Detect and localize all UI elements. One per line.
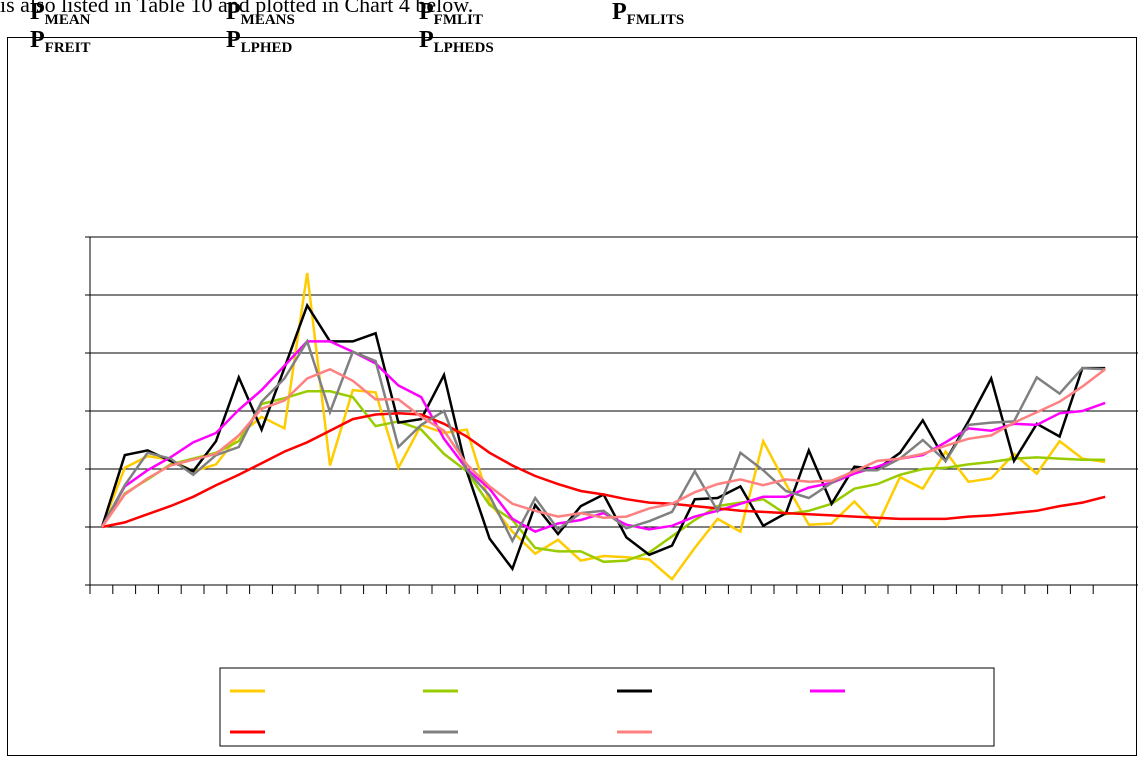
series-line-1 — [100, 272, 1106, 582]
gridlines — [90, 236, 1138, 528]
symbol-plpheds: PLPHEDS — [419, 27, 494, 56]
legend-box — [219, 667, 995, 747]
symbol-plphed: PLPHED — [226, 27, 293, 56]
symbol-pmeans: PMEANS — [226, 0, 295, 28]
axes — [85, 236, 1138, 594]
symbol-pfreit: PFREIT — [30, 27, 91, 56]
symbol-pfmlits: PFMLITS — [612, 0, 685, 28]
legend — [219, 667, 995, 747]
series-lines — [100, 272, 1106, 582]
symbol-pfmlit: PFMLIT — [419, 0, 483, 28]
series-line-5 — [101, 412, 1106, 529]
series-line-4 — [100, 340, 1106, 533]
symbol-pmean: PMEAN — [30, 0, 91, 28]
series-line-7 — [100, 367, 1106, 528]
series-line-2 — [100, 390, 1106, 564]
intro-text: is also listed in Table 10 and plotted i… — [0, 0, 474, 17]
series-line-6 — [100, 338, 1106, 544]
chart-frame — [7, 37, 1137, 756]
